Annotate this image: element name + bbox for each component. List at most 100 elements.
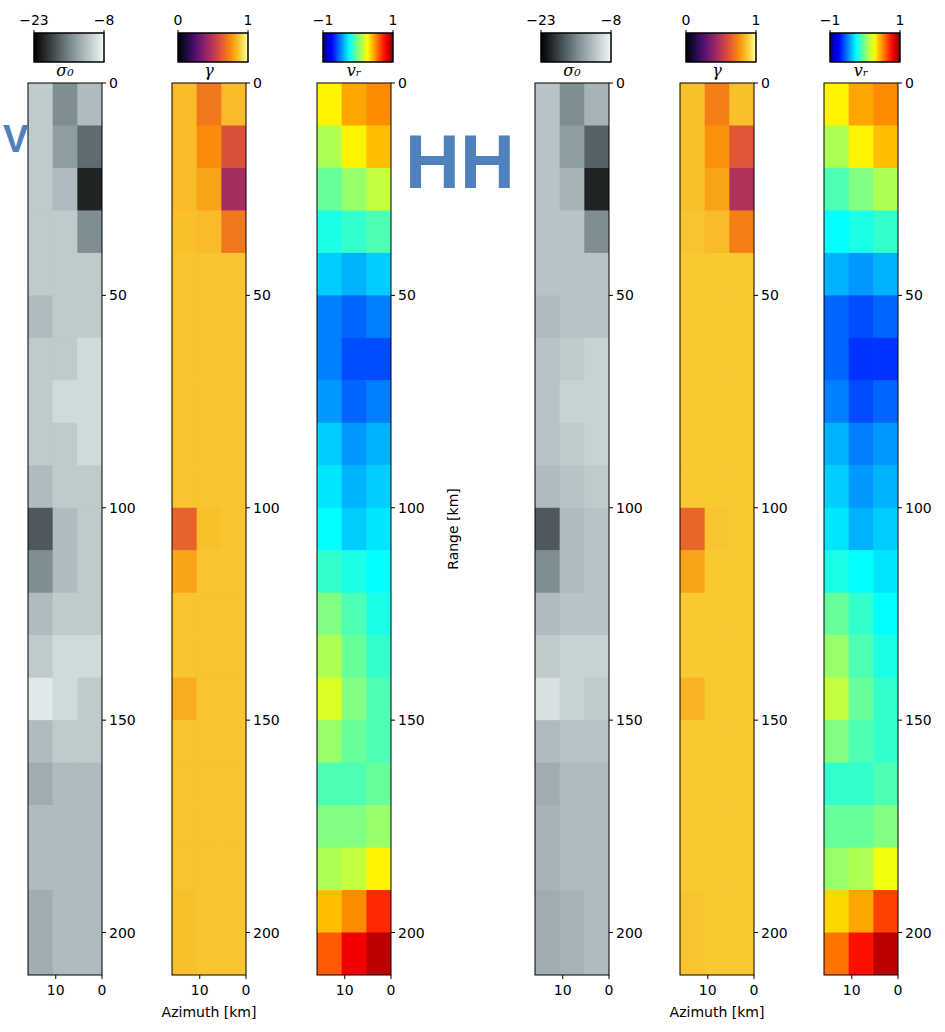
cell (172, 593, 197, 636)
cell (849, 83, 874, 126)
cell (77, 465, 102, 508)
cell (824, 508, 849, 551)
y-tick (609, 720, 613, 721)
cell (221, 678, 246, 721)
colorbar-tick-label: −8 (94, 12, 115, 28)
cell (197, 805, 222, 848)
cell (172, 125, 197, 168)
cell (53, 423, 78, 466)
y-tick (898, 295, 902, 296)
cell (705, 678, 730, 721)
x-tick-label: 0 (605, 982, 614, 998)
cell (560, 933, 585, 975)
x-tick-label: 0 (387, 982, 396, 998)
cell (28, 295, 53, 338)
cell (873, 295, 898, 338)
cell (705, 338, 730, 381)
cell (535, 593, 560, 636)
y-tick (391, 507, 395, 508)
cell (77, 423, 102, 466)
x-tick (754, 975, 755, 979)
cell (705, 763, 730, 806)
cell (680, 805, 705, 848)
cell (77, 210, 102, 253)
cell (729, 465, 754, 508)
cells (172, 83, 246, 975)
y-tick (609, 507, 613, 508)
y-tick (102, 507, 106, 508)
cell (317, 210, 342, 253)
cell (849, 465, 874, 508)
cell (729, 678, 754, 721)
cell (197, 933, 222, 975)
y-tick (898, 507, 902, 508)
cell (849, 635, 874, 678)
cell (849, 805, 874, 848)
cell (680, 763, 705, 806)
y-tick-label: 150 (905, 712, 932, 728)
cell (197, 423, 222, 466)
x-tick (102, 975, 103, 979)
cell (849, 508, 874, 551)
cell (342, 550, 367, 593)
colorbar-frame (34, 33, 104, 62)
cell (342, 890, 367, 933)
cell (560, 805, 585, 848)
cell (560, 168, 585, 211)
x-tick-label: 10 (843, 982, 861, 998)
cell (28, 168, 53, 211)
colorbar-tick-label: 0 (174, 12, 183, 28)
x-axis-title: Azimuth [km] (670, 1004, 765, 1020)
cell (705, 465, 730, 508)
cell (77, 380, 102, 423)
cell (221, 593, 246, 636)
cell (680, 210, 705, 253)
cell (77, 593, 102, 636)
cell (849, 253, 874, 296)
cell (221, 848, 246, 891)
x-tick-label: 10 (699, 982, 717, 998)
colorbar-frame (830, 33, 900, 62)
cell (680, 83, 705, 126)
cell (172, 83, 197, 126)
cell (317, 933, 342, 975)
y-tick-label: 150 (253, 712, 280, 728)
group-label: HH (405, 119, 515, 204)
y-tick-label: 50 (253, 287, 271, 303)
colorbar (541, 33, 611, 62)
cell (873, 83, 898, 126)
y-tick-label: 200 (616, 925, 643, 941)
cell (197, 720, 222, 763)
y-tick-label: 200 (253, 925, 280, 941)
panel-title: vᵣ (854, 61, 869, 80)
cell (560, 890, 585, 933)
cell (366, 210, 391, 253)
cell (535, 125, 560, 168)
cells (535, 83, 609, 975)
y-tick (754, 720, 758, 721)
cell (172, 465, 197, 508)
cell (317, 423, 342, 466)
cell (680, 295, 705, 338)
panel-title: γ (712, 61, 722, 80)
cell (197, 848, 222, 891)
cell (53, 763, 78, 806)
y-tick-label: 0 (253, 75, 262, 91)
cell (729, 338, 754, 381)
cell (584, 720, 609, 763)
colorbar-tick-label: −8 (601, 12, 622, 28)
cell (849, 380, 874, 423)
cell (28, 253, 53, 296)
cell (535, 890, 560, 933)
cell (366, 890, 391, 933)
frame (824, 83, 898, 975)
cell (873, 848, 898, 891)
cell (197, 380, 222, 423)
cell (729, 848, 754, 891)
panel-title: vᵣ (347, 61, 362, 80)
y-tick-label: 200 (109, 925, 136, 941)
colorbar-tick-label: −1 (820, 12, 841, 28)
y-tick (898, 932, 902, 933)
cell (366, 593, 391, 636)
x-tick-label: 10 (554, 982, 572, 998)
